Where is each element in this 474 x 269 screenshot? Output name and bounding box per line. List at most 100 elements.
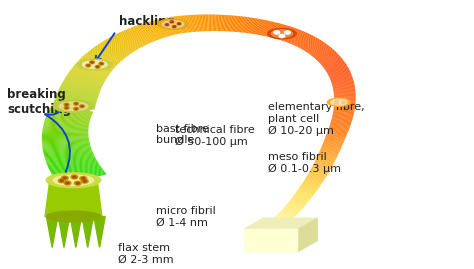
Polygon shape xyxy=(332,116,353,118)
Ellipse shape xyxy=(268,29,296,39)
Polygon shape xyxy=(299,37,317,48)
Polygon shape xyxy=(262,238,277,239)
Polygon shape xyxy=(55,99,96,104)
Polygon shape xyxy=(108,38,134,52)
Polygon shape xyxy=(290,32,307,44)
Polygon shape xyxy=(287,204,303,208)
Polygon shape xyxy=(49,110,91,118)
Polygon shape xyxy=(119,32,142,47)
Polygon shape xyxy=(71,69,107,78)
Polygon shape xyxy=(113,35,138,49)
Polygon shape xyxy=(44,123,89,127)
Polygon shape xyxy=(42,134,88,135)
Polygon shape xyxy=(297,36,315,47)
Polygon shape xyxy=(262,239,277,241)
Polygon shape xyxy=(56,94,97,100)
Circle shape xyxy=(165,24,169,26)
Polygon shape xyxy=(280,27,294,40)
Circle shape xyxy=(71,175,78,179)
Polygon shape xyxy=(58,90,99,96)
Polygon shape xyxy=(57,93,98,98)
Polygon shape xyxy=(177,16,184,33)
Polygon shape xyxy=(310,170,328,174)
Polygon shape xyxy=(334,104,356,105)
Polygon shape xyxy=(155,20,170,36)
Polygon shape xyxy=(262,233,278,234)
Polygon shape xyxy=(262,239,277,240)
Circle shape xyxy=(99,62,104,65)
Polygon shape xyxy=(262,233,278,235)
Polygon shape xyxy=(253,19,262,34)
Polygon shape xyxy=(274,217,289,222)
Polygon shape xyxy=(261,241,276,243)
Polygon shape xyxy=(305,42,324,51)
Polygon shape xyxy=(306,43,325,52)
Polygon shape xyxy=(124,30,146,45)
Polygon shape xyxy=(171,17,179,34)
Polygon shape xyxy=(261,243,275,245)
Polygon shape xyxy=(321,59,343,65)
Circle shape xyxy=(82,179,88,183)
Polygon shape xyxy=(205,15,208,31)
Polygon shape xyxy=(95,46,125,59)
Polygon shape xyxy=(326,134,346,137)
Polygon shape xyxy=(303,181,321,186)
Polygon shape xyxy=(172,16,181,34)
Polygon shape xyxy=(54,101,96,106)
Polygon shape xyxy=(146,22,163,38)
Polygon shape xyxy=(66,76,104,84)
Polygon shape xyxy=(55,170,104,182)
Polygon shape xyxy=(277,26,290,39)
Polygon shape xyxy=(333,86,355,88)
Polygon shape xyxy=(265,224,278,231)
Polygon shape xyxy=(333,113,354,115)
Polygon shape xyxy=(59,88,99,94)
Circle shape xyxy=(74,181,81,185)
Polygon shape xyxy=(310,171,328,175)
Polygon shape xyxy=(43,146,91,150)
Polygon shape xyxy=(91,49,121,62)
Polygon shape xyxy=(78,60,112,71)
Polygon shape xyxy=(161,18,174,35)
Polygon shape xyxy=(219,15,222,31)
Ellipse shape xyxy=(77,59,113,70)
Polygon shape xyxy=(44,121,89,126)
Polygon shape xyxy=(334,100,356,101)
Polygon shape xyxy=(295,35,313,46)
Polygon shape xyxy=(138,25,156,41)
Polygon shape xyxy=(334,109,355,111)
Polygon shape xyxy=(320,149,339,153)
Polygon shape xyxy=(273,24,285,38)
Polygon shape xyxy=(261,244,275,245)
Polygon shape xyxy=(175,16,183,33)
Polygon shape xyxy=(320,148,340,152)
Polygon shape xyxy=(250,19,259,34)
Polygon shape xyxy=(333,114,354,116)
Polygon shape xyxy=(60,87,100,93)
Circle shape xyxy=(170,21,173,23)
Polygon shape xyxy=(178,16,185,33)
Polygon shape xyxy=(180,16,187,33)
Polygon shape xyxy=(46,117,90,123)
Polygon shape xyxy=(297,190,314,195)
Polygon shape xyxy=(313,164,331,168)
Polygon shape xyxy=(317,157,336,160)
Ellipse shape xyxy=(271,30,292,37)
Polygon shape xyxy=(198,15,201,31)
Polygon shape xyxy=(261,21,271,36)
Text: bast fibre
bundle: bast fibre bundle xyxy=(156,124,210,145)
Polygon shape xyxy=(191,15,196,32)
Polygon shape xyxy=(323,142,343,145)
Polygon shape xyxy=(324,139,344,142)
Polygon shape xyxy=(61,84,100,91)
Polygon shape xyxy=(332,84,355,87)
Polygon shape xyxy=(332,115,353,117)
Polygon shape xyxy=(261,230,277,233)
Polygon shape xyxy=(285,206,301,211)
Polygon shape xyxy=(62,83,101,90)
Polygon shape xyxy=(55,100,96,104)
Polygon shape xyxy=(71,69,108,77)
Polygon shape xyxy=(333,112,354,114)
Polygon shape xyxy=(62,83,101,90)
Polygon shape xyxy=(293,195,310,200)
